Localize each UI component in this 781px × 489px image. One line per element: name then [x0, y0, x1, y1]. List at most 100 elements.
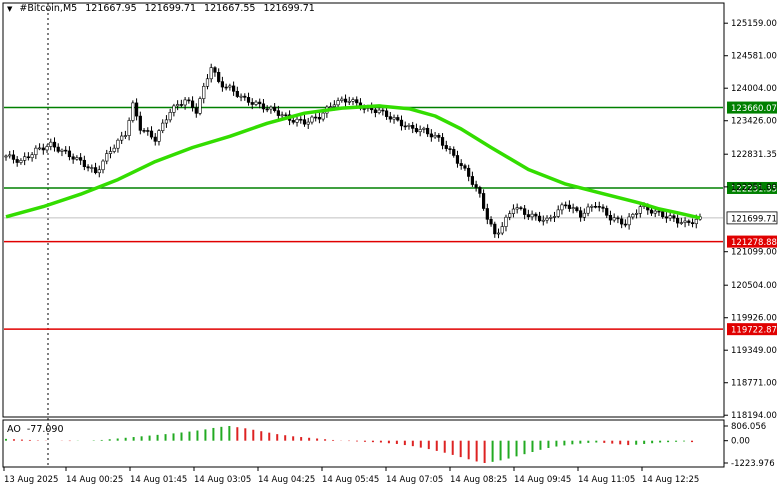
ao-histogram [5, 426, 694, 463]
candle-body [657, 210, 661, 213]
candle-body [534, 213, 538, 217]
candle-body [101, 160, 105, 171]
candle-body [220, 81, 225, 88]
candle-body [668, 215, 672, 219]
candle-body [575, 207, 579, 212]
open-value: 121667.95 [85, 3, 137, 14]
candle-body [56, 146, 60, 152]
candle-body [429, 133, 433, 138]
candle-body [612, 217, 616, 221]
candle-body [291, 120, 295, 123]
candle-body [672, 215, 676, 219]
candle-body [161, 122, 165, 131]
candle-body [676, 217, 680, 224]
level-label-2: 121278.88 [731, 238, 777, 248]
candle-body [340, 98, 344, 101]
candle-body [623, 223, 627, 226]
price-tick-label-6: 121099.00 [731, 248, 777, 258]
candle-body [523, 208, 527, 215]
candle-body [258, 101, 262, 105]
candle-body [463, 165, 467, 169]
candle-body [560, 204, 564, 211]
level-label-3: 119722.87 [731, 326, 777, 336]
candle-body [549, 217, 553, 219]
candle-body [634, 213, 639, 215]
time-label-9: 14 Aug 11:05 [578, 475, 635, 485]
candle-body [157, 130, 161, 142]
candle-body [8, 154, 12, 157]
candle-body [123, 135, 127, 137]
level-tag-0 [727, 101, 777, 114]
candle-body [15, 159, 19, 163]
candle-body [593, 205, 598, 208]
candle-body [34, 147, 38, 156]
candle-body [172, 105, 176, 113]
candle-body [306, 121, 310, 125]
candle-body [60, 149, 64, 152]
candle-body [694, 218, 698, 225]
candle-body [146, 130, 150, 132]
candle-body [90, 167, 94, 169]
candle-body [582, 212, 586, 218]
candle-body [295, 118, 299, 123]
candle-body [664, 216, 669, 219]
price-tick-label-8: 119926.00 [731, 314, 777, 324]
candle-body [638, 206, 642, 214]
candle-body [478, 187, 482, 194]
oscillator-value: -77.090 [26, 424, 64, 435]
candle-body [269, 106, 273, 110]
candle-body [653, 210, 657, 214]
time-label-0: 13 Aug 2025 [4, 475, 58, 485]
candle-body [437, 134, 441, 138]
candle-body [52, 141, 57, 148]
candle-body [75, 157, 79, 160]
candle-body [384, 110, 389, 117]
candle-body [474, 184, 478, 188]
candle-body [321, 112, 325, 120]
candle-body [452, 149, 456, 156]
candle-body [515, 207, 519, 210]
price-tick-label-2: 124004.00 [731, 84, 777, 94]
candle-body [381, 109, 385, 112]
time-label-6: 14 Aug 07:05 [386, 475, 443, 485]
time-label-2: 14 Aug 01:45 [130, 475, 187, 485]
candle-body [396, 117, 400, 121]
candle-body [455, 155, 460, 164]
candle-body [579, 210, 583, 218]
candle-body [601, 206, 605, 209]
candle-body [426, 127, 430, 135]
candle-body [250, 102, 254, 105]
candle-body [261, 103, 266, 110]
candle-body [399, 119, 404, 127]
candle-body [131, 102, 135, 121]
candle-body [217, 71, 221, 82]
oscillator-label: AO -77.090 [7, 424, 64, 435]
candle-body [194, 107, 198, 114]
time-label-7: 14 Aug 08:25 [450, 475, 507, 485]
candle-body [556, 209, 560, 217]
candle-body [97, 169, 101, 174]
candle-body [82, 159, 86, 168]
candle-body [649, 209, 654, 214]
candle-body [433, 134, 437, 138]
candle-body [616, 217, 620, 220]
candle-body [239, 95, 243, 98]
ao-axis: 806.056 0.00 -1223.976 [724, 422, 775, 469]
collapse-triangle-icon[interactable]: ▼ [7, 5, 13, 13]
candle-body [571, 207, 575, 209]
candle-body [620, 218, 624, 225]
candle-body [564, 204, 568, 207]
candle-body [683, 220, 687, 223]
candle-body [414, 128, 419, 133]
candle-body [127, 120, 131, 136]
time-label-10: 14 Aug 12:25 [642, 475, 699, 485]
level-label-0: 123660.07 [731, 104, 777, 114]
candle-body [541, 219, 545, 222]
current-price-label: 121699.71 [731, 214, 777, 224]
candle-body [284, 114, 288, 117]
candle-body [343, 98, 348, 103]
candle-body [190, 100, 195, 108]
candle-body [500, 226, 504, 234]
candle-body [422, 127, 426, 130]
candle-body [493, 223, 497, 235]
